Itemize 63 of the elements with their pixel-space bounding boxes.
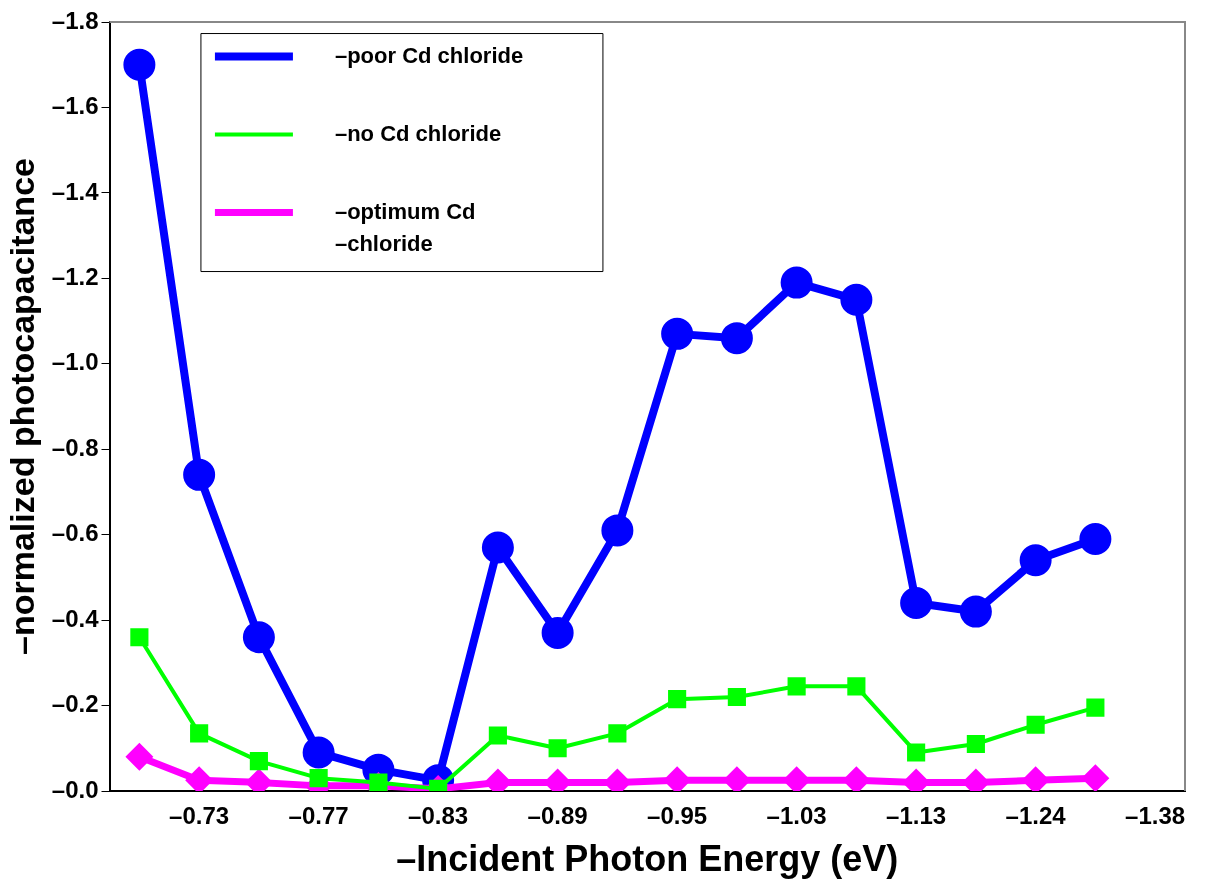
point	[847, 677, 866, 696]
point	[130, 628, 149, 647]
x-tick-label: –0.83	[408, 802, 469, 830]
y-tick-label: –1.0	[51, 348, 99, 376]
y-tick-label: –1.8	[51, 6, 99, 34]
x-axis-title: –Incident Photon Energy (eV)	[396, 838, 899, 880]
point	[787, 677, 806, 696]
y-tick-label: –0.8	[51, 433, 99, 461]
x-tick-label: –1.13	[886, 802, 947, 830]
point	[548, 739, 567, 758]
y-axis-title: –normalized photocapacitance	[2, 158, 41, 655]
y-tick-label: –1.2	[51, 262, 99, 290]
point	[724, 767, 750, 791]
legend-label: –no Cd chloride	[334, 120, 502, 146]
legend-label: –poor Cd chloride	[334, 42, 524, 68]
x-tick-label: –0.95	[647, 802, 708, 830]
point	[488, 726, 507, 745]
point	[780, 266, 813, 299]
point	[608, 724, 627, 743]
point	[123, 48, 156, 81]
point	[242, 621, 275, 654]
point	[720, 322, 753, 355]
point	[907, 743, 926, 762]
point	[840, 283, 873, 316]
point	[369, 773, 388, 791]
point	[601, 514, 634, 547]
point	[186, 767, 212, 791]
y-tick-label: –1.6	[51, 92, 99, 120]
point	[190, 724, 209, 743]
legend-label: –optimum Cd –chloride	[334, 198, 476, 256]
point	[302, 736, 335, 769]
point	[966, 734, 985, 754]
point	[1026, 715, 1045, 734]
point	[959, 595, 992, 628]
point	[664, 767, 690, 791]
x-tick-label: –0.77	[288, 802, 349, 830]
point	[309, 769, 328, 788]
x-tick-label: –1.03	[766, 802, 827, 830]
point	[668, 690, 687, 709]
point	[481, 531, 514, 564]
x-tick-label: –1.38	[1125, 802, 1186, 830]
point	[784, 767, 810, 791]
point	[1082, 765, 1108, 791]
point	[900, 587, 933, 620]
x-tick-label: –1.24	[1005, 802, 1067, 830]
point	[727, 687, 746, 707]
y-tick-label: –0.6	[51, 519, 99, 547]
point	[541, 616, 574, 649]
x-tick-label: –0.73	[169, 802, 230, 830]
point	[1086, 698, 1105, 717]
x-tick-label: –0.89	[527, 802, 588, 830]
y-tick-label: –0.2	[51, 690, 99, 718]
y-tick-label: –1.4	[51, 177, 100, 205]
point	[1023, 767, 1049, 791]
point	[249, 752, 268, 771]
y-tick-label: –0.4	[51, 604, 100, 632]
point	[183, 458, 216, 491]
point	[843, 767, 869, 791]
point	[661, 317, 694, 350]
y-tick-label: –0.0	[51, 775, 99, 803]
point	[1079, 522, 1112, 555]
point	[1019, 544, 1052, 577]
point	[126, 744, 152, 770]
